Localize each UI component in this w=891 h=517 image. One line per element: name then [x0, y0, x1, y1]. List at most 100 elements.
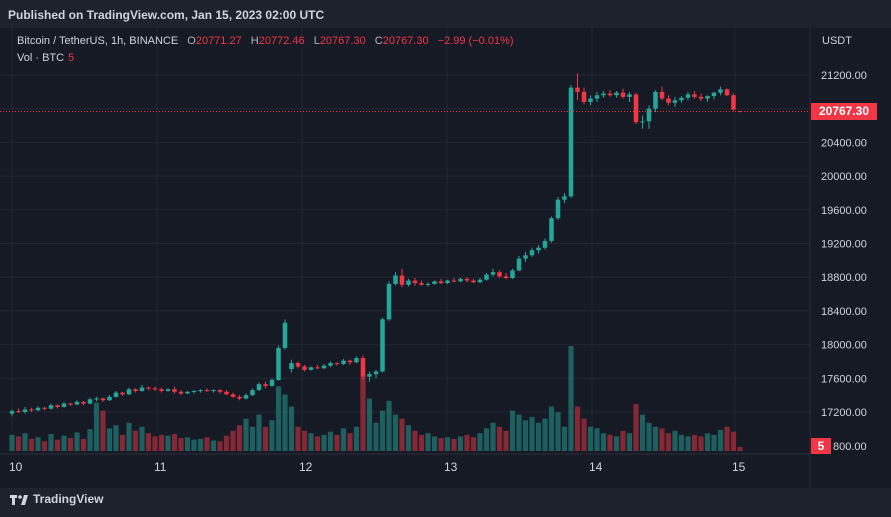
candle-body	[373, 371, 379, 375]
volume-bar	[35, 437, 41, 451]
candle-body	[243, 395, 249, 399]
candle-body	[399, 275, 405, 285]
y-tick-label: 19200.00	[821, 239, 867, 251]
candle-body	[692, 94, 697, 97]
candle-body	[640, 121, 645, 123]
candle-body	[666, 98, 671, 103]
volume-bar	[659, 428, 665, 451]
volume-bar	[119, 434, 126, 451]
candle-body	[549, 218, 554, 241]
volume-bar	[386, 400, 392, 451]
volume-bar	[152, 436, 158, 451]
publish-bar: Published on TradingView.com, Jan 15, 20…	[0, 0, 891, 28]
volume-label: Vol · BTC	[17, 52, 65, 64]
volume-bar	[256, 414, 262, 451]
volume-bar	[74, 432, 80, 451]
candle-body	[705, 96, 710, 99]
volume-bar	[594, 428, 600, 451]
volume-bar	[730, 431, 737, 451]
candle-body	[432, 281, 437, 284]
candle-body	[542, 240, 548, 248]
tradingview-logo[interactable]: TradingView	[10, 492, 103, 506]
candle-body	[568, 87, 574, 197]
candle-body	[646, 108, 652, 122]
candle-body	[354, 358, 359, 363]
volume-bar	[314, 436, 321, 451]
volume-bar	[262, 426, 269, 451]
volume-bar	[301, 430, 308, 451]
candle-body	[484, 274, 489, 280]
candle-body	[211, 390, 216, 392]
candle-body	[152, 388, 158, 390]
volume-bar	[535, 422, 542, 451]
high-value: 20772.46	[258, 35, 305, 47]
volume-bar	[48, 434, 54, 451]
volume-bar	[477, 433, 483, 451]
volume-bar	[600, 433, 607, 451]
volume-bar	[496, 426, 503, 451]
y-tick-label: 19600.00	[821, 205, 867, 217]
volume-bar	[100, 410, 106, 451]
candle-body	[55, 405, 60, 407]
candle-body	[146, 387, 151, 389]
volume-bar	[724, 426, 730, 451]
candle-body	[627, 94, 632, 97]
candle-body	[536, 247, 541, 251]
candle-body	[529, 250, 535, 256]
volume-bar	[366, 398, 373, 451]
candle-body	[328, 363, 333, 366]
candle-body	[42, 407, 47, 409]
candle-body	[438, 281, 444, 284]
volume-bar	[347, 433, 353, 451]
candle-body	[185, 391, 190, 394]
volume-bar	[275, 386, 282, 451]
volume-bar	[93, 402, 100, 451]
volume-bar	[483, 428, 490, 451]
volume-bar	[392, 414, 399, 451]
price-chart[interactable]: 17200.00 17600.00 18000.00 18400.00 18800.00…	[0, 28, 891, 488]
chart-frame[interactable]: 17200.00 17600.00 18000.00 18400.00 18800.00…	[0, 28, 891, 488]
volume-bar	[587, 426, 594, 451]
candle-body	[113, 392, 119, 397]
close-label: C	[374, 35, 383, 47]
volume-bar	[184, 437, 191, 451]
candle-body	[490, 272, 496, 275]
volume-value: 5	[68, 52, 75, 64]
candle-body	[672, 100, 678, 103]
candle-body	[562, 196, 567, 200]
volume-bar	[171, 434, 178, 451]
candle-body	[633, 94, 639, 123]
candle-body	[22, 409, 28, 412]
candle-body	[594, 95, 600, 99]
x-tick-label: 11	[154, 460, 167, 474]
volume-bar	[678, 434, 685, 451]
low-value: 20767.30	[319, 35, 366, 47]
volume-bar	[210, 440, 217, 451]
candle-body	[659, 91, 665, 99]
low-label: L	[313, 35, 320, 47]
candle-body	[620, 92, 626, 97]
volume-bar	[334, 434, 340, 451]
volume-bar	[652, 426, 659, 451]
volume-bar	[665, 433, 672, 451]
volume-bar	[308, 433, 314, 451]
volume-bar	[412, 430, 418, 451]
volume-bar	[236, 425, 243, 451]
candle-body	[464, 278, 470, 281]
candle-body	[451, 280, 457, 282]
volume-legend: Vol · BTC 5	[17, 52, 74, 64]
y-tick-label: 18000.00	[821, 340, 867, 352]
candle-body	[510, 270, 515, 279]
candle-body	[172, 389, 177, 392]
volume-bar	[321, 434, 327, 451]
candle-body	[308, 367, 314, 370]
open-value: 20771.27	[195, 35, 242, 47]
volume-bar	[54, 439, 61, 451]
volume-bar	[685, 436, 691, 451]
x-tick-label: 13	[444, 460, 458, 474]
volume-bar	[139, 426, 145, 451]
candle-body	[81, 401, 86, 404]
candle-body	[445, 280, 450, 284]
volume-bar	[698, 436, 704, 451]
